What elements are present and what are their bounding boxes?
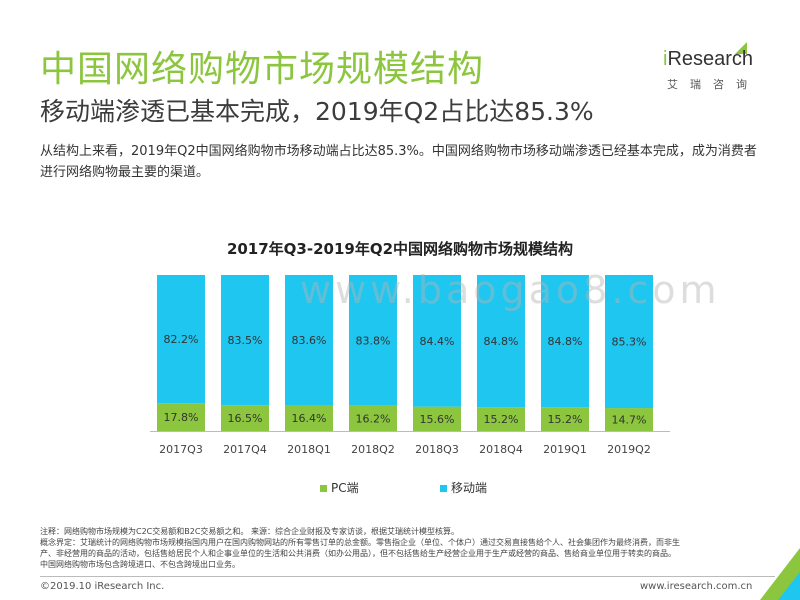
legend-label-mobile: 移动端 (451, 481, 488, 495)
note-line: 中国网络购物市场包含跨境进口、不包含跨境出口业务。 (40, 560, 240, 569)
bar-mobile-2019Q1 (541, 275, 589, 408)
bar-pc-2019Q1 (541, 407, 589, 431)
logo-chinese: 艾瑞咨询 (667, 78, 759, 91)
data-label-pc-2019Q1: 15.2% (548, 413, 583, 426)
logo-brand-prefix: i (663, 48, 668, 70)
bar-mobile-2017Q4 (221, 275, 269, 406)
x-tick-label-2018Q4: 2018Q4 (479, 443, 523, 456)
data-label-pc-2017Q4: 16.5% (228, 412, 263, 425)
legend-item-pc: PC端 (320, 479, 359, 496)
data-label-pc-2018Q1: 16.4% (292, 412, 327, 425)
bar-pc-2019Q2 (605, 408, 653, 431)
data-label-pc-2018Q2: 16.2% (356, 412, 391, 425)
bar-mobile-2018Q4 (477, 275, 525, 408)
bar-pc-2018Q4 (477, 407, 525, 431)
x-tick-label-2018Q3: 2018Q3 (415, 443, 459, 456)
note-line: 注释：网络购物市场规模为C2C交易额和B2C交易额之和。 来源：综合企业财报及专… (40, 527, 459, 536)
x-tick-label-2017Q4: 2017Q4 (223, 443, 267, 456)
data-label-mobile-2019Q1: 84.8% (548, 335, 583, 348)
bar-pc-2017Q4 (221, 405, 269, 431)
data-label-mobile-2019Q2: 85.3% (612, 336, 647, 349)
x-tick-label-2018Q2: 2018Q2 (351, 443, 395, 456)
data-label-mobile-2018Q2: 83.8% (356, 334, 391, 347)
data-label-pc-2018Q4: 15.2% (484, 413, 519, 426)
data-label-mobile-2018Q3: 84.4% (420, 335, 455, 348)
copyright: ©2019.10 iResearch Inc. (40, 581, 165, 592)
x-tick-label-2017Q3: 2017Q3 (159, 443, 203, 456)
x-tick-label-2018Q1: 2018Q1 (287, 443, 331, 456)
legend-swatch-pc (320, 485, 327, 492)
logo-brand-rest: Research (667, 48, 754, 70)
bar-mobile-2018Q2 (349, 275, 397, 406)
logo-triangle-icon (735, 42, 747, 54)
bar-mobile-2019Q2 (605, 275, 653, 409)
logo-brand: iResearch (663, 48, 753, 71)
footer-divider (40, 576, 775, 577)
bar-mobile-2018Q3 (413, 275, 461, 407)
data-label-mobile-2018Q4: 84.8% (484, 335, 519, 348)
stacked-bar-chart: 17.8% 82.2% 2017Q3 16.5% 83.5% 2017Q4 16.4% 83.… (150, 275, 670, 456)
data-label-mobile-2017Q3: 82.2% (164, 333, 199, 346)
page-subtitle: 移动端渗透已基本完成，2019年Q2占比达85.3% (40, 97, 594, 126)
bar-pc-2018Q3 (413, 406, 461, 431)
data-label-pc-2019Q2: 14.7% (612, 414, 647, 427)
data-label-mobile-2017Q4: 83.5% (228, 334, 263, 347)
bar-pc-2017Q3 (157, 403, 205, 431)
notes-section: 注释：网络购物市场规模为C2C交易额和B2C交易额之和。 来源：综合企业财报及专… (40, 526, 760, 570)
note-line: 产、非经营用的商品的活动，包括售给居民个人和企事业单位的生活和公共消费（如办公用… (40, 549, 676, 558)
note-line: 概念界定：艾瑞统计的网络购物市场规模指国内用户在国内购物网站的所有零售订单的总金… (40, 538, 680, 547)
bar-mobile-2018Q1 (285, 275, 333, 406)
legend-item-mobile: 移动端 (440, 479, 487, 496)
data-label-pc-2017Q3: 17.8% (164, 411, 199, 424)
legend-label-pc: PC端 (331, 481, 359, 495)
data-label-mobile-2018Q1: 83.6% (292, 334, 327, 347)
bar-pc-2018Q2 (349, 405, 397, 431)
bar-pc-2018Q1 (285, 405, 333, 431)
iresearch-logo: iResearch 艾瑞咨询 (663, 42, 763, 94)
page-title: 中国网络购物市场规模结构 (40, 49, 485, 90)
bar-mobile-2017Q3 (157, 275, 205, 404)
legend-swatch-mobile (440, 485, 447, 492)
x-tick-label-2019Q1: 2019Q1 (543, 443, 587, 456)
data-label-pc-2018Q3: 15.6% (420, 413, 455, 426)
chart-title: 2017年Q3-2019年Q2中国网络购物市场规模结构 (226, 240, 574, 258)
page-number: 5 (777, 577, 787, 593)
website-link[interactable]: www.iresearch.com.cn (640, 581, 753, 592)
description-paragraph: 从结构上来看，2019年Q2中国网络购物市场移动端占比达85.3%。中国网络购物… (40, 144, 757, 180)
x-tick-label-2019Q2: 2019Q2 (607, 443, 651, 456)
